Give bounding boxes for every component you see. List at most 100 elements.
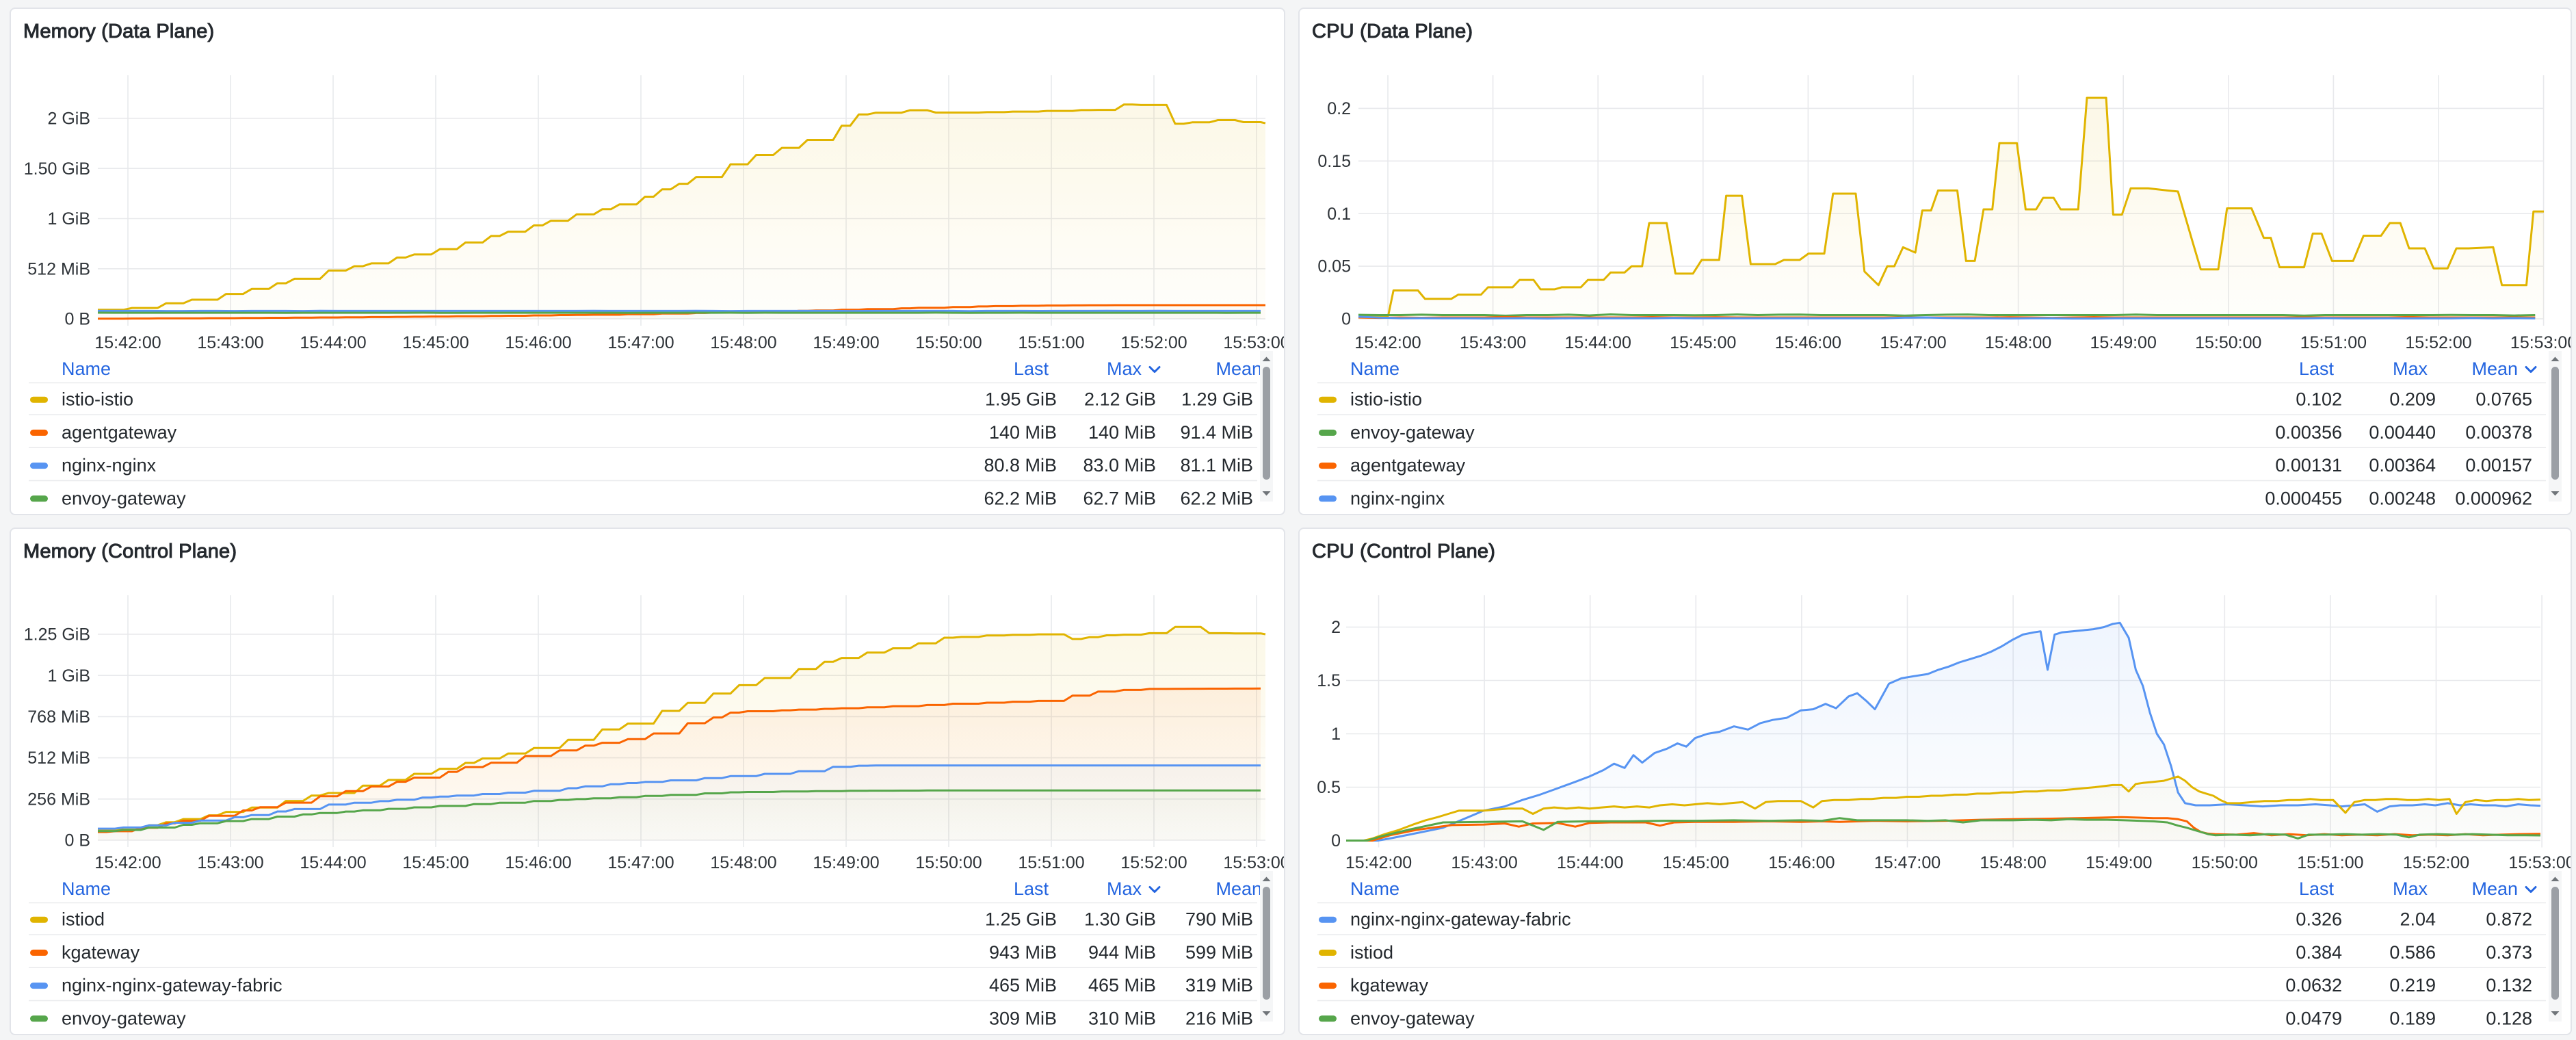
svg-text:0.132: 0.132 [2486, 975, 2532, 996]
svg-text:0.000455: 0.000455 [2265, 488, 2342, 508]
svg-text:15:42:00: 15:42:00 [94, 333, 161, 352]
svg-text:15:51:00: 15:51:00 [1018, 333, 1084, 352]
svg-text:2.04: 2.04 [2400, 909, 2436, 930]
svg-text:62.7 MiB: 62.7 MiB [1083, 488, 1156, 508]
svg-text:15:44:00: 15:44:00 [1565, 333, 1631, 352]
svg-text:Max: Max [2393, 359, 2428, 379]
svg-text:15:49:00: 15:49:00 [2086, 853, 2152, 872]
svg-text:15:44:00: 15:44:00 [1557, 853, 1623, 872]
svg-text:15:47:00: 15:47:00 [607, 333, 674, 352]
svg-text:2.12 GiB: 2.12 GiB [1084, 389, 1156, 410]
svg-text:0.00378: 0.00378 [2465, 422, 2532, 443]
svg-text:15:50:00: 15:50:00 [2192, 853, 2258, 872]
svg-text:0.2: 0.2 [1327, 99, 1351, 118]
svg-text:Name: Name [62, 359, 111, 379]
svg-text:15:52:00: 15:52:00 [1120, 853, 1187, 872]
svg-text:2: 2 [1331, 618, 1341, 637]
svg-text:1 GiB: 1 GiB [47, 666, 90, 686]
svg-text:Name: Name [1350, 359, 1399, 379]
svg-text:0.05: 0.05 [1317, 257, 1351, 276]
svg-text:944 MiB: 944 MiB [1088, 942, 1156, 963]
svg-text:Last: Last [2299, 359, 2335, 379]
svg-text:91.4 MiB: 91.4 MiB [1180, 422, 1253, 443]
svg-text:15:42:00: 15:42:00 [1354, 333, 1421, 352]
svg-text:CPU (Data Plane): CPU (Data Plane) [1312, 21, 1473, 42]
svg-text:80.8 MiB: 80.8 MiB [984, 455, 1057, 476]
svg-text:0.872: 0.872 [2486, 909, 2532, 930]
svg-text:15:45:00: 15:45:00 [1663, 853, 1729, 872]
svg-text:15:49:00: 15:49:00 [2090, 333, 2157, 352]
svg-text:15:45:00: 15:45:00 [402, 853, 469, 872]
svg-text:62.2 MiB: 62.2 MiB [1180, 488, 1253, 508]
svg-text:envoy-gateway: envoy-gateway [1350, 422, 1475, 443]
svg-text:15:53:00: 15:53:00 [1223, 853, 1285, 872]
svg-text:15:47:00: 15:47:00 [1880, 333, 1946, 352]
svg-text:CPU (Control Plane): CPU (Control Plane) [1312, 541, 1495, 562]
svg-text:15:47:00: 15:47:00 [607, 853, 674, 872]
svg-text:15:47:00: 15:47:00 [1874, 853, 1941, 872]
svg-text:istiod: istiod [62, 909, 105, 930]
svg-text:15:53:00: 15:53:00 [2510, 333, 2572, 352]
svg-text:0.1: 0.1 [1327, 205, 1351, 224]
svg-text:15:52:00: 15:52:00 [2405, 333, 2471, 352]
svg-text:15:48:00: 15:48:00 [710, 853, 776, 872]
svg-text:1.25 GiB: 1.25 GiB [24, 625, 90, 645]
svg-text:0.209: 0.209 [2389, 389, 2436, 410]
svg-text:Last: Last [1014, 879, 1049, 899]
svg-text:Name: Name [62, 879, 111, 899]
svg-text:15:45:00: 15:45:00 [1670, 333, 1736, 352]
svg-text:15:43:00: 15:43:00 [1451, 853, 1517, 872]
svg-text:15:43:00: 15:43:00 [197, 853, 263, 872]
svg-text:Mean: Mean [2471, 359, 2518, 379]
svg-text:istio-istio: istio-istio [62, 389, 133, 410]
svg-text:140 MiB: 140 MiB [1088, 422, 1156, 443]
svg-text:465 MiB: 465 MiB [1088, 975, 1156, 996]
svg-text:512 MiB: 512 MiB [27, 749, 90, 768]
svg-text:envoy-gateway: envoy-gateway [62, 488, 186, 508]
svg-text:0.0479: 0.0479 [2285, 1008, 2342, 1028]
svg-text:15:53:00: 15:53:00 [1223, 333, 1285, 352]
svg-text:1 GiB: 1 GiB [47, 209, 90, 229]
svg-text:Last: Last [1014, 359, 1049, 379]
svg-text:nginx-nginx: nginx-nginx [62, 455, 157, 476]
svg-text:Mean: Mean [2471, 879, 2518, 899]
svg-text:15:42:00: 15:42:00 [94, 853, 161, 872]
svg-text:15:48:00: 15:48:00 [710, 333, 776, 352]
svg-text:0.0765: 0.0765 [2475, 389, 2532, 410]
svg-text:15:43:00: 15:43:00 [197, 333, 263, 352]
svg-text:Mean: Mean [1215, 879, 1262, 899]
svg-text:0.00356: 0.00356 [2275, 422, 2342, 443]
svg-text:0.00248: 0.00248 [2369, 488, 2436, 508]
svg-text:kgateway: kgateway [1350, 975, 1429, 996]
svg-text:790 MiB: 790 MiB [1185, 909, 1253, 930]
svg-text:15:43:00: 15:43:00 [1460, 333, 1526, 352]
svg-text:15:48:00: 15:48:00 [1980, 853, 2046, 872]
svg-text:kgateway: kgateway [62, 942, 140, 963]
svg-text:2 GiB: 2 GiB [47, 109, 90, 129]
svg-text:Max: Max [1107, 359, 1142, 379]
svg-text:0.00440: 0.00440 [2369, 422, 2436, 443]
svg-text:Memory (Control Plane): Memory (Control Plane) [23, 541, 237, 562]
svg-text:1: 1 [1331, 725, 1341, 744]
svg-text:0.5: 0.5 [1317, 778, 1341, 797]
svg-text:15:52:00: 15:52:00 [1120, 333, 1187, 352]
svg-text:nginx-nginx-gateway-fabric: nginx-nginx-gateway-fabric [62, 975, 282, 996]
svg-text:0 B: 0 B [64, 831, 90, 850]
svg-text:Last: Last [2299, 879, 2335, 899]
svg-text:15:44:00: 15:44:00 [300, 853, 366, 872]
svg-text:0.128: 0.128 [2486, 1008, 2532, 1028]
svg-text:0.15: 0.15 [1317, 152, 1351, 171]
svg-text:140 MiB: 140 MiB [989, 422, 1057, 443]
svg-text:0.000962: 0.000962 [2455, 488, 2532, 508]
svg-text:768 MiB: 768 MiB [27, 707, 90, 727]
svg-text:81.1 MiB: 81.1 MiB [1180, 455, 1253, 476]
svg-text:83.0 MiB: 83.0 MiB [1083, 455, 1156, 476]
svg-text:istiod: istiod [1350, 942, 1393, 963]
svg-text:nginx-nginx-gateway-fabric: nginx-nginx-gateway-fabric [1350, 909, 1571, 930]
svg-text:15:46:00: 15:46:00 [505, 853, 571, 872]
svg-text:0 B: 0 B [64, 310, 90, 329]
svg-text:envoy-gateway: envoy-gateway [1350, 1008, 1475, 1028]
svg-text:15:52:00: 15:52:00 [2403, 853, 2469, 872]
svg-text:agentgateway: agentgateway [1350, 455, 1466, 476]
svg-text:1.95 GiB: 1.95 GiB [985, 389, 1057, 410]
